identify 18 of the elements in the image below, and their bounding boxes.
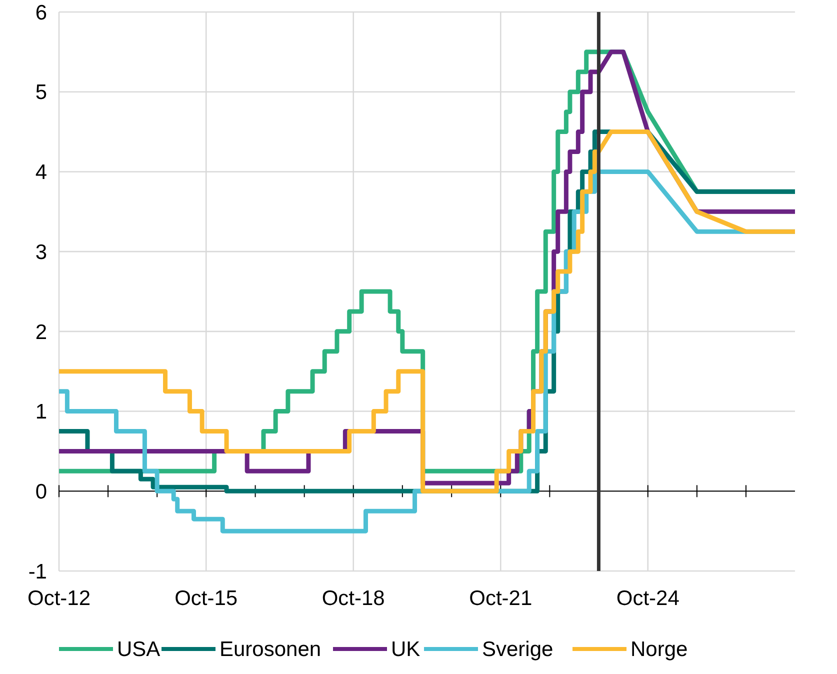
legend-label: USA [117,638,160,661]
y-tick-label: 5 [35,81,47,104]
x-tick-label: Oct-15 [174,587,238,610]
x-tick-label: Oct-18 [322,587,385,610]
y-tick-label: -1 [28,560,47,584]
y-tick-label: 2 [35,320,47,344]
x-tick-label: Oct-24 [616,587,680,610]
x-tick-label: Oct-12 [27,587,91,610]
y-tick-label: 6 [35,1,47,24]
y-tick-label: 1 [35,400,47,424]
legend-label: Sverige [482,638,554,661]
y-tick-label: 4 [35,161,48,184]
legend-label: Eurosonen [220,638,322,661]
legend-label: UK [391,638,420,661]
y-tick-label: 3 [35,240,47,264]
y-tick-label: 0 [35,480,47,504]
legend-label: Norge [630,638,688,661]
x-tick-label: Oct-21 [469,587,532,610]
